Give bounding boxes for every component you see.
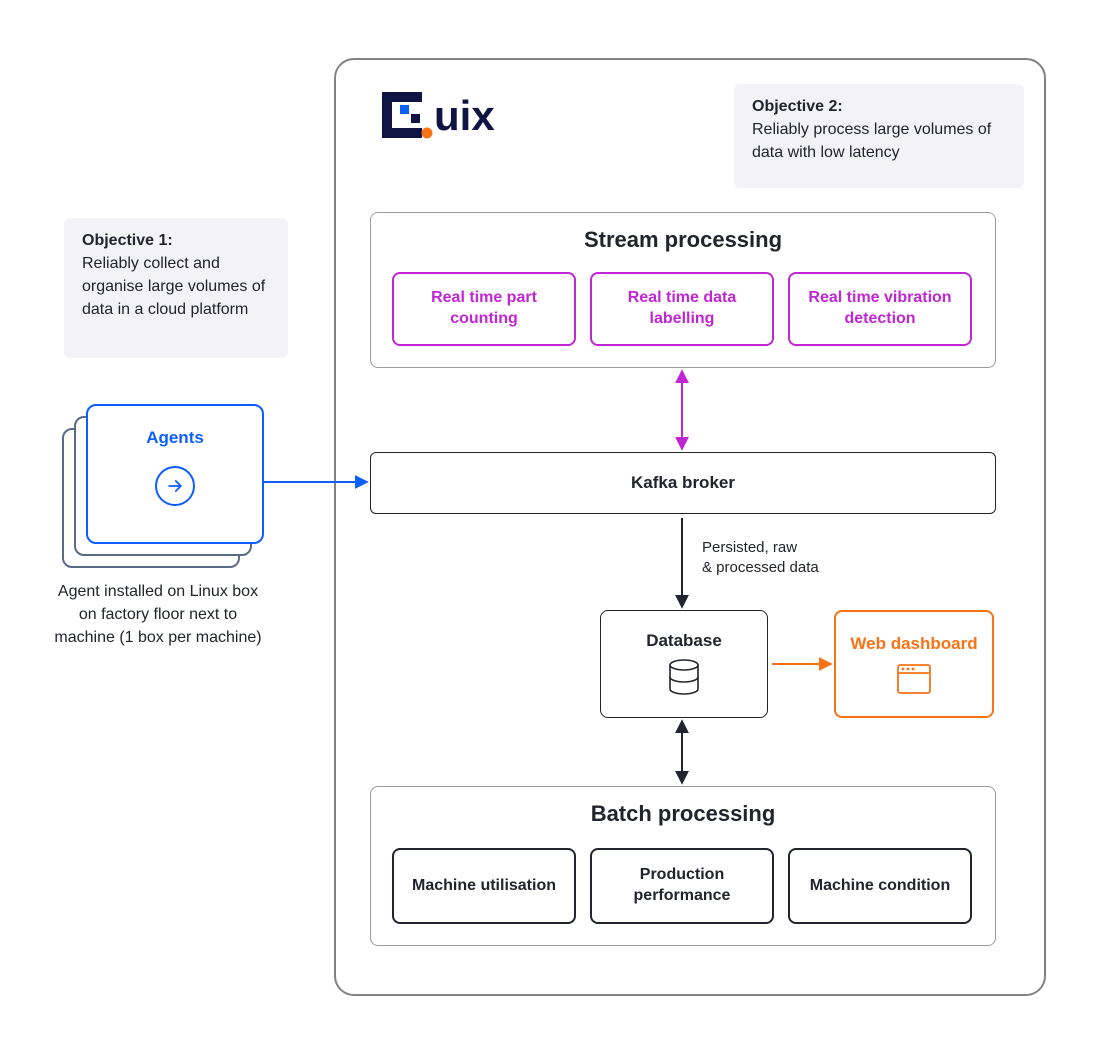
diagram-canvas: uix Objective 1: Reliably collect and or…	[0, 0, 1096, 1042]
web-dashboard-label: Web dashboard	[850, 634, 977, 654]
persisted-data-label: Persisted, raw& processed data	[702, 538, 819, 579]
database-box: Database	[600, 610, 768, 718]
kafka-broker-label: Kafka broker	[631, 473, 735, 493]
svg-text:uix: uix	[434, 92, 495, 139]
agent-card-front: Agents	[86, 404, 264, 544]
arrow-right-circle-icon	[155, 466, 195, 506]
objective-1-body: Reliably collect and organise large volu…	[82, 252, 270, 322]
objective-1-box: Objective 1: Reliably collect and organi…	[64, 218, 288, 358]
stream-item-part-counting: Real time part counting	[392, 272, 576, 346]
stream-item-vibration-detection: Real time vibration detection	[788, 272, 972, 346]
objective-2-title: Objective 2:	[752, 98, 1006, 116]
agents-caption: Agent installed on Linux box on factory …	[48, 580, 268, 650]
objective-1-title: Objective 1:	[82, 232, 270, 250]
web-dashboard-box: Web dashboard	[834, 610, 994, 718]
batch-item-machine-utilisation: Machine utilisation	[392, 848, 576, 924]
agents-label: Agents	[88, 428, 262, 448]
database-label: Database	[646, 631, 722, 651]
agents-stack: Agents	[62, 404, 264, 568]
batch-item-machine-condition: Machine condition	[788, 848, 972, 924]
batch-item-production-performance: Production performance	[590, 848, 774, 924]
objective-2-box: Objective 2: Reliably process large volu…	[734, 84, 1024, 188]
batch-processing-title: Batch processing	[371, 801, 995, 827]
browser-window-icon	[897, 664, 931, 694]
kafka-broker-box: Kafka broker	[370, 452, 996, 514]
stream-item-data-labelling: Real time data labelling	[590, 272, 774, 346]
objective-2-body: Reliably process large volumes of data w…	[752, 118, 1006, 164]
database-icon	[667, 659, 701, 697]
quix-logo: uix	[378, 88, 548, 142]
stream-processing-title: Stream processing	[371, 227, 995, 253]
